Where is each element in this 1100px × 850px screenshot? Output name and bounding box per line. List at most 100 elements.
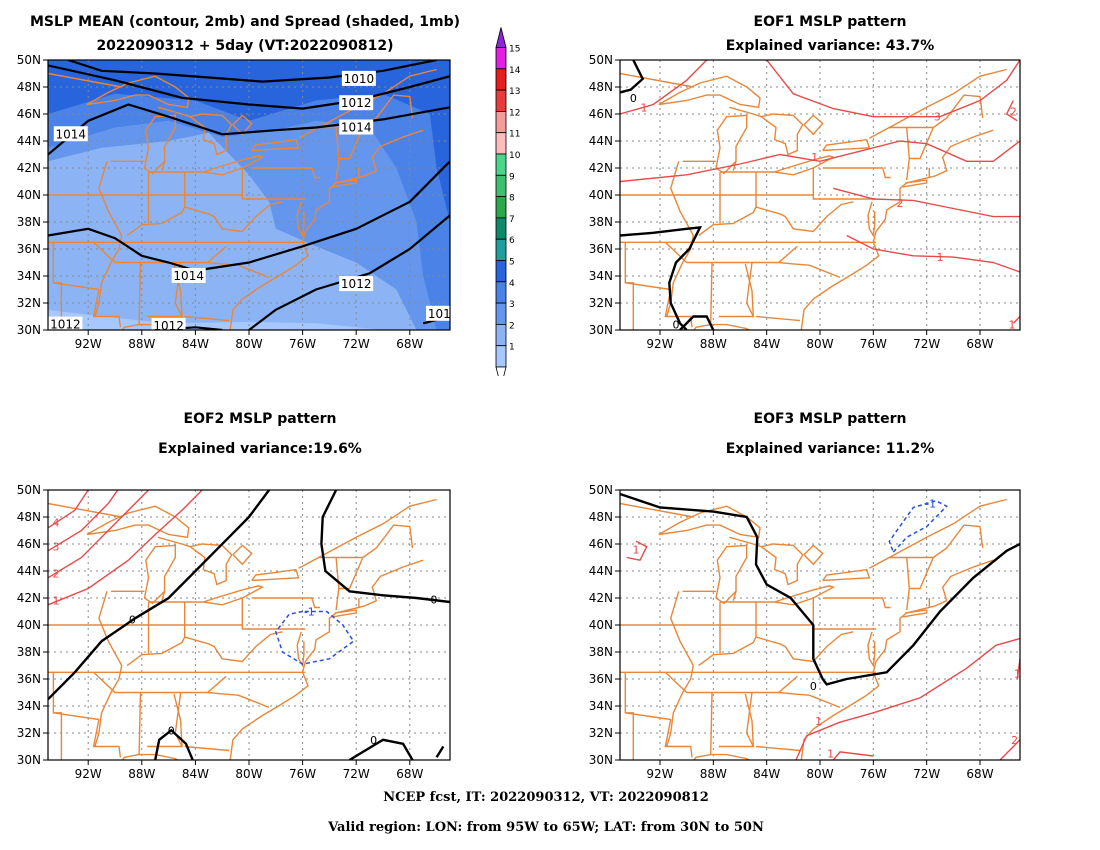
contour-line: [766, 60, 1020, 118]
land-outline: [822, 568, 871, 582]
x-tick-label: 80W: [235, 767, 262, 781]
contour-line: [48, 490, 149, 579]
contour-line: [1005, 100, 1018, 122]
land-outline: [147, 692, 184, 748]
contour-line: [348, 738, 414, 760]
y-tick-label: 38N: [589, 645, 613, 659]
x-tick-label: 80W: [806, 767, 833, 781]
contour-line: [48, 490, 89, 529]
land-outline: [812, 598, 876, 630]
contour-label: 1014: [56, 127, 87, 141]
title-line-1: EOF3 MSLP pattern: [753, 411, 907, 427]
contour-label: 2: [1011, 734, 1018, 747]
land-outline: [693, 323, 751, 330]
colorbar-label: 11: [509, 130, 520, 140]
x-tick-label: 72W: [913, 337, 940, 351]
contour-label: 4: [53, 516, 60, 529]
land-outline: [732, 591, 737, 601]
contour-line: [48, 64, 450, 110]
land-outline: [658, 75, 761, 109]
contour-label: 0: [810, 680, 817, 693]
contour-label: 1: [827, 747, 834, 760]
land-outline: [93, 671, 227, 694]
x-tick-label: 68W: [966, 767, 993, 781]
map-panel-mean-spread: 1010 1012 1014 1014 1014 1012 1012 1012 101 92W 88…: [17, 53, 451, 351]
x-tick-label: 92W: [646, 337, 673, 351]
land-outline: [760, 113, 804, 156]
y-tick-label: 38N: [589, 215, 613, 229]
spread-shade: [48, 309, 383, 330]
land-outline: [867, 631, 876, 668]
y-tick-label: 42N: [589, 161, 613, 175]
contour-line: [435, 745, 445, 758]
y-tick-label: 32N: [589, 296, 613, 310]
y-tick-label: 50N: [17, 53, 41, 67]
x-tick-label: 88W: [700, 337, 727, 351]
y-tick-label: 40N: [17, 618, 41, 632]
colorbar-arrow-top: [495, 27, 507, 48]
land-outline: [755, 745, 801, 752]
land-outline: [888, 498, 1007, 559]
contour-label-box: [151, 317, 186, 330]
colorbar-label: 13: [509, 87, 520, 97]
colorbar-swatch: [495, 174, 507, 198]
colorbar-label: 3: [509, 300, 515, 310]
contour-label: 1: [811, 151, 818, 164]
panel-title-mean: MSLP MEAN (contour, 2mb) and Spread (sha…: [30, 10, 460, 58]
land-outline: [803, 544, 824, 566]
y-tick-label: 48N: [17, 80, 41, 94]
colorbar-label: 14: [509, 66, 521, 76]
x-tick-label: 72W: [343, 767, 370, 781]
y-tick-label: 36N: [589, 242, 613, 256]
panel-title-eof2: EOF2 MSLP pattern Explained variance:19.…: [158, 404, 362, 464]
y-tick-label: 34N: [589, 699, 613, 713]
land-outline: [203, 585, 265, 606]
map-contents: 0 0 0 0 -1 1 2 3 4: [48, 490, 450, 760]
map-panel-eof3: 0 -1 1 1 1 2 1 92W 88W 84W 80W 76W 72W 68W 50N 48N 46N 44…: [589, 483, 1021, 781]
land-outline: [331, 609, 357, 618]
contour-line: [999, 739, 1020, 760]
y-tick-label: 42N: [17, 591, 41, 605]
y-tick-label: 30N: [17, 753, 41, 767]
contour-label: 2: [53, 568, 60, 581]
land-outline: [867, 201, 876, 238]
land-outline: [812, 168, 876, 200]
land-outline: [666, 591, 695, 747]
land-outline: [251, 167, 320, 179]
colorbar-label: 10: [509, 151, 521, 161]
contour-line: [620, 60, 708, 115]
land-outline: [189, 113, 233, 156]
contour-line: [795, 637, 1020, 760]
land-outline: [138, 262, 142, 325]
title-line-2: Explained variance:19.6%: [158, 441, 362, 457]
y-tick-label: 42N: [17, 161, 41, 175]
y-tick-label: 30N: [589, 323, 613, 337]
contour-label: 2: [1010, 105, 1017, 118]
title-line-1: MSLP MEAN (contour, 2mb) and Spread (sha…: [30, 14, 460, 30]
land-outline: [822, 167, 891, 179]
land-outline: [241, 168, 306, 200]
land-outline: [822, 138, 871, 152]
contour-label-box: [339, 119, 374, 135]
land-outline: [229, 559, 424, 760]
y-tick-label: 48N: [589, 510, 613, 524]
contour-label: 0: [168, 724, 175, 737]
colorbar-label: 15: [509, 45, 520, 55]
land-outline: [251, 138, 300, 152]
contour-label: 0: [370, 734, 377, 747]
x-tick-label: 76W: [860, 767, 887, 781]
contour-label-box: [341, 70, 376, 86]
land-outline: [778, 691, 841, 709]
land-outline: [800, 129, 994, 330]
land-outline: [203, 155, 265, 176]
contour-line: [620, 225, 703, 330]
land-outline: [92, 719, 122, 758]
x-tick-label: 72W: [343, 337, 370, 351]
y-tick-label: 30N: [589, 753, 613, 767]
colorbar-label: 8: [509, 194, 515, 204]
x-tick-label: 84W: [753, 767, 780, 781]
land-outline: [625, 712, 671, 721]
y-tick-label: 44N: [17, 134, 41, 148]
